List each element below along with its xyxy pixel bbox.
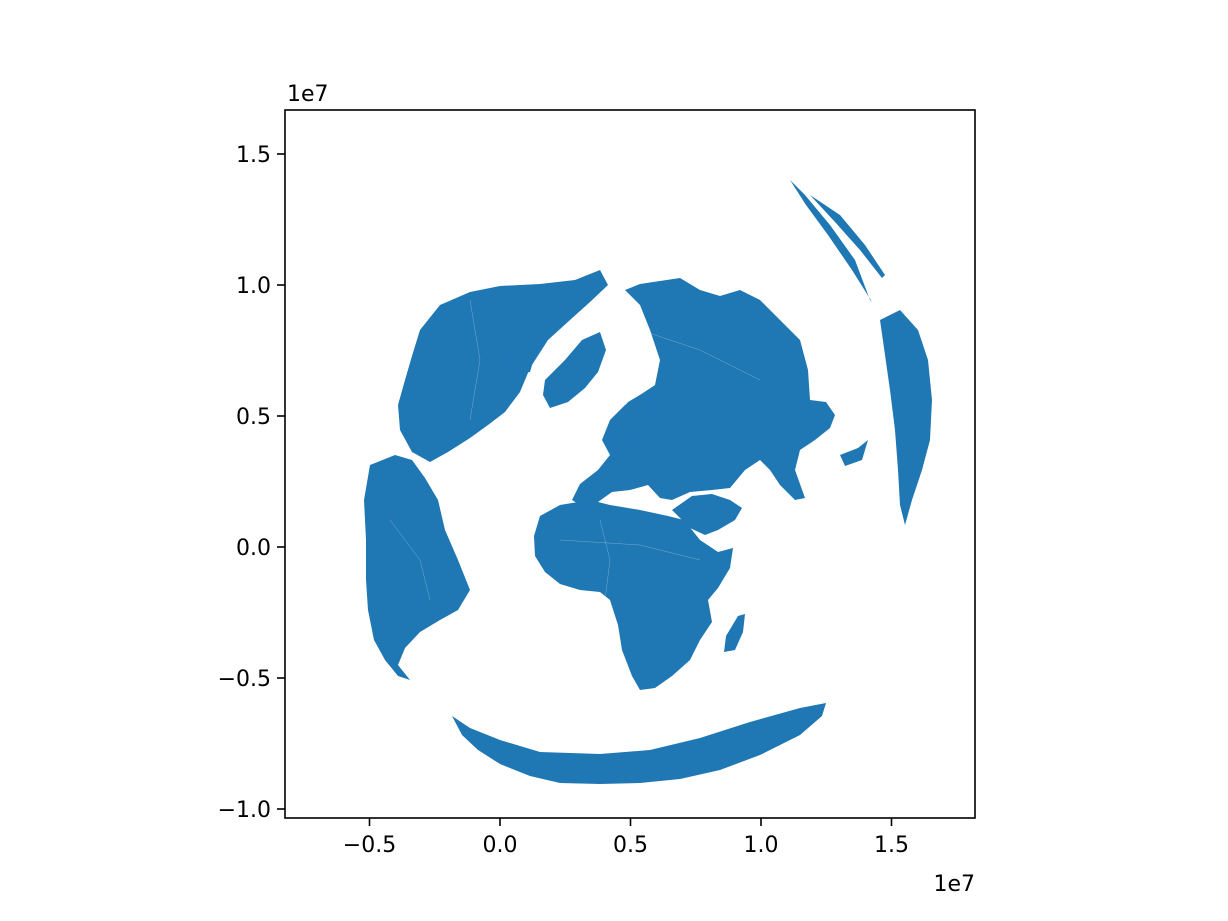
landmass-south-america xyxy=(364,455,470,680)
land-layer xyxy=(364,180,932,784)
y-tick-label: 1.5 xyxy=(236,143,271,168)
landmass-alaska xyxy=(440,315,478,345)
landmass-limb-sliver xyxy=(790,180,872,302)
country-borders xyxy=(389,299,761,601)
landmass-limb-sliver-2 xyxy=(810,195,885,278)
y-tick-label: 0.5 xyxy=(236,405,271,430)
x-tick-label: 1.5 xyxy=(874,833,909,858)
y-tick-label: 1.0 xyxy=(236,274,271,299)
landmass-arctic-island xyxy=(505,350,535,375)
x-tick-label: −0.5 xyxy=(343,833,396,858)
landmass-scandinavia xyxy=(608,392,655,452)
y-axis: 1.5 1.0 0.5 0.0 −0.5 −1.0 xyxy=(218,143,285,823)
y-tick-label: −1.0 xyxy=(218,798,271,823)
landmass-eurasia xyxy=(572,278,835,508)
x-offset-label: 1e7 xyxy=(933,872,975,897)
landmass-madagascar xyxy=(724,614,745,652)
y-tick-label: −0.5 xyxy=(218,667,271,692)
x-tick-label: 0.5 xyxy=(613,833,648,858)
landmass-australia xyxy=(880,310,932,525)
landmass-greenland xyxy=(543,332,606,408)
landmass-north-america xyxy=(398,270,608,462)
landmass-japan xyxy=(840,440,868,466)
landmass-arabia xyxy=(672,494,742,535)
y-offset-label: 1e7 xyxy=(287,82,329,107)
landmass-africa xyxy=(534,500,733,690)
y-tick-label: 0.0 xyxy=(236,536,271,561)
x-tick-label: 1.0 xyxy=(744,833,779,858)
landmass-antarctica xyxy=(452,703,826,784)
x-axis: −0.5 0.0 0.5 1.0 1.5 xyxy=(343,818,909,858)
x-tick-label: 0.0 xyxy=(483,833,518,858)
